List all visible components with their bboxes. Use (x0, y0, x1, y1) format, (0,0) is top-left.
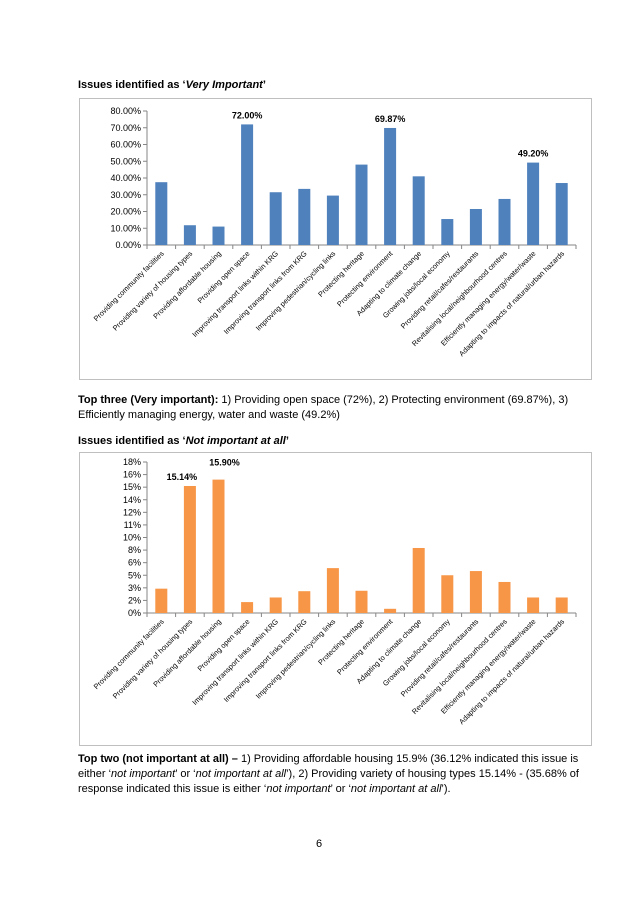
chart2-frame: 0% 2% 3% 5% 6% 8% 10% 11% 12% 14% 15% 16% 18% Providi… (79, 452, 592, 746)
chart1-heading: Issues identified as ‘Very Important’ (78, 79, 266, 91)
data-label: 69.87% (375, 114, 406, 124)
chart2-heading: Issues identified as ‘Not important at a… (78, 435, 289, 447)
bar (241, 124, 254, 245)
chart1-frame: 0.00% 10.00% 20.00% 30.00% 40.00% 50.00% 60.00… (79, 98, 592, 380)
bar (441, 575, 454, 613)
top-two-italic-1: not important (111, 768, 176, 780)
top-two-text-2: ’ or ‘ (175, 768, 196, 780)
heading1-quote-close: ’ (262, 79, 266, 91)
top-two-text-1: 1) Providing affordable housing 15.9% (3… (78, 753, 579, 780)
bar (555, 597, 568, 613)
y-tick-label: 80.00% (110, 106, 141, 116)
top-two-italic-2: not important at all (195, 768, 287, 780)
bar (355, 164, 368, 245)
y-tick-label: 10% (123, 533, 141, 543)
y-tick-label: 10.00% (110, 223, 141, 233)
heading2-emphasis: Not important at all (185, 435, 286, 447)
bar (269, 192, 282, 245)
bar (212, 479, 225, 613)
top-two-italic-4: not important at all (350, 783, 442, 795)
data-label: 72.00% (232, 110, 263, 120)
chart1-very-important: 0.00% 10.00% 20.00% 30.00% 40.00% 50.00% 60.00… (92, 106, 577, 358)
bar (412, 547, 425, 613)
y-tick-label: 14% (123, 495, 141, 505)
category-label: Providing open space (196, 249, 252, 305)
top-three-summary: Top three (Very important): 1) Providing… (78, 393, 578, 423)
heading2-quote-close: ’ (285, 435, 289, 447)
top-two-text-3: ’), 2) Providing variety of housing type… (78, 768, 579, 795)
bar (241, 602, 254, 613)
top-two-summary: Top two (not important at all) – 1) Prov… (78, 752, 588, 797)
bar (326, 195, 339, 245)
category-label: Protecting environment (335, 249, 394, 308)
bar (298, 188, 311, 245)
bar (412, 176, 425, 245)
heading1-quote-open: ‘ (182, 79, 186, 91)
y-tick-label: 50.00% (110, 156, 141, 166)
bar (498, 581, 511, 613)
bar (384, 608, 397, 613)
bar (155, 182, 168, 245)
y-tick-label: 0.00% (115, 240, 141, 250)
y-tick-label: 15% (123, 482, 141, 492)
y-tick-label: 5% (128, 570, 141, 580)
y-tick-label: 40.00% (110, 173, 141, 183)
bar (384, 127, 397, 245)
bar (183, 225, 196, 245)
top-three-text: 1) Providing open space (72%), 2) Protec… (78, 394, 569, 421)
y-tick-label: 60.00% (110, 140, 141, 150)
category-label: Providing open space (196, 617, 252, 673)
bar (298, 591, 311, 613)
bar (469, 208, 482, 245)
bar (212, 226, 225, 245)
y-tick-label: 6% (128, 558, 141, 568)
bar (269, 597, 282, 613)
top-two-text-4: ’ or ‘ (330, 783, 351, 795)
top-two-label: Top two (not important at all) – (78, 753, 238, 765)
heading2-prefix: Issues identified as (78, 435, 183, 447)
y-tick-label: 0% (128, 608, 141, 618)
y-tick-label: 12% (123, 507, 141, 517)
data-label: 49.20% (518, 149, 549, 159)
bar (527, 597, 540, 613)
bar (441, 219, 454, 245)
bar (469, 571, 482, 613)
category-label: Adapting to impacts of natural/urban haz… (457, 617, 566, 726)
y-tick-label: 3% (128, 583, 141, 593)
data-label: 15.14% (167, 472, 198, 482)
top-two-italic-3: not important (266, 783, 331, 795)
bar (155, 588, 168, 613)
y-tick-label: 20.00% (110, 207, 141, 217)
top-three-label: Top three (Very important): (78, 394, 219, 406)
y-tick-label: 18% (123, 457, 141, 467)
bar (355, 590, 368, 613)
y-tick-label: 11% (124, 520, 141, 530)
bar (555, 183, 568, 245)
category-label: Adapting to impacts of natural/urban haz… (457, 249, 566, 358)
category-label: Protecting environment (335, 617, 394, 676)
y-tick-label: 70.00% (110, 123, 141, 133)
bar (326, 568, 339, 613)
top-two-text-5: ’). (441, 783, 451, 795)
y-tick-label: 30.00% (110, 190, 141, 200)
chart2-not-important: 0% 2% 3% 5% 6% 8% 10% 11% 12% 14% 15% 16% 18% Providi… (92, 457, 577, 726)
bar (527, 162, 540, 245)
data-label: 15.90% (209, 458, 240, 468)
page-number: 6 (315, 838, 323, 850)
y-tick-label: 8% (128, 545, 141, 555)
heading1-prefix: Issues identified as (78, 79, 183, 91)
heading1-emphasis: Very Important (185, 79, 263, 91)
bar (498, 198, 511, 245)
y-tick-label: 16% (123, 470, 141, 480)
heading2-quote-open: ‘ (182, 435, 186, 447)
bar (183, 485, 196, 613)
y-tick-label: 2% (128, 595, 141, 605)
